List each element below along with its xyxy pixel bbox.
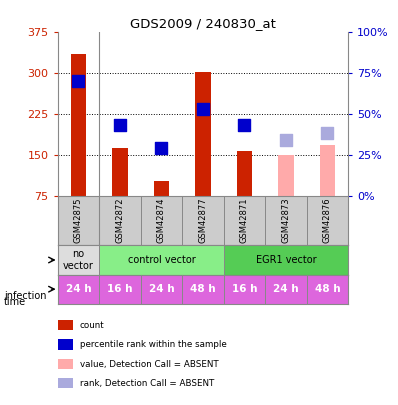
Point bbox=[283, 136, 289, 143]
Text: control vector: control vector bbox=[128, 255, 195, 265]
Text: GSM42877: GSM42877 bbox=[199, 198, 207, 243]
Point bbox=[324, 130, 331, 136]
Bar bbox=[307, 196, 348, 245]
Bar bbox=[141, 196, 182, 245]
Point bbox=[200, 105, 206, 112]
Text: GSM42873: GSM42873 bbox=[281, 198, 291, 243]
Bar bbox=[195, 72, 211, 196]
Text: value, Detection Call = ABSENT: value, Detection Call = ABSENT bbox=[80, 360, 219, 369]
Bar bbox=[307, 275, 348, 304]
Text: rank, Detection Call = ABSENT: rank, Detection Call = ABSENT bbox=[80, 379, 214, 388]
Bar bbox=[236, 151, 252, 196]
Text: GSM42876: GSM42876 bbox=[323, 198, 332, 243]
Text: 16 h: 16 h bbox=[107, 284, 133, 294]
Bar bbox=[320, 145, 336, 196]
Text: count: count bbox=[80, 321, 104, 330]
Text: time: time bbox=[4, 297, 26, 307]
Point bbox=[75, 78, 82, 85]
Bar bbox=[99, 275, 141, 304]
Point bbox=[117, 122, 123, 128]
Text: 48 h: 48 h bbox=[315, 284, 340, 294]
Text: GSM42872: GSM42872 bbox=[115, 198, 125, 243]
Bar bbox=[141, 275, 182, 304]
Bar bbox=[99, 245, 224, 275]
Bar bbox=[224, 245, 348, 275]
Bar bbox=[58, 275, 99, 304]
Bar bbox=[278, 155, 294, 196]
Text: no
vector: no vector bbox=[63, 249, 94, 271]
Text: 16 h: 16 h bbox=[232, 284, 257, 294]
Text: GSM42871: GSM42871 bbox=[240, 198, 249, 243]
Bar bbox=[154, 181, 170, 196]
Point bbox=[158, 145, 165, 151]
Bar bbox=[182, 196, 224, 245]
Text: 24 h: 24 h bbox=[149, 284, 174, 294]
Bar bbox=[58, 245, 99, 275]
Bar bbox=[99, 196, 141, 245]
Title: GDS2009 / 240830_at: GDS2009 / 240830_at bbox=[130, 17, 276, 30]
Bar bbox=[265, 196, 307, 245]
Text: EGR1 vector: EGR1 vector bbox=[256, 255, 316, 265]
Bar bbox=[265, 275, 307, 304]
Bar bbox=[70, 54, 86, 196]
Point bbox=[241, 122, 248, 128]
Bar bbox=[112, 148, 128, 196]
Bar bbox=[58, 196, 99, 245]
Text: GSM42875: GSM42875 bbox=[74, 198, 83, 243]
Text: percentile rank within the sample: percentile rank within the sample bbox=[80, 340, 226, 349]
Bar bbox=[224, 275, 265, 304]
Text: 24 h: 24 h bbox=[66, 284, 91, 294]
Text: GSM42874: GSM42874 bbox=[157, 198, 166, 243]
Bar bbox=[224, 196, 265, 245]
Text: 48 h: 48 h bbox=[190, 284, 216, 294]
Text: infection: infection bbox=[4, 292, 47, 301]
Text: 24 h: 24 h bbox=[273, 284, 299, 294]
Bar bbox=[182, 275, 224, 304]
